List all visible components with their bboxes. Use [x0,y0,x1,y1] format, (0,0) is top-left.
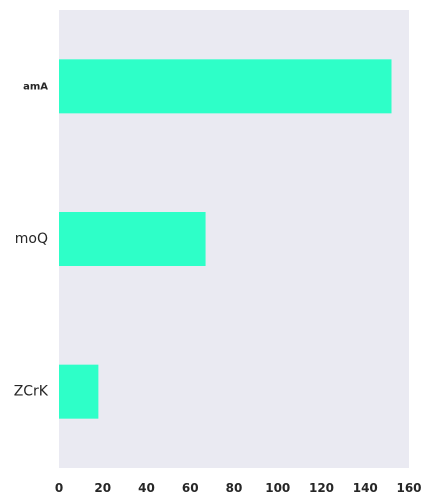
x-tick-label: 140 [353,481,378,495]
x-tick-label: 80 [226,481,243,495]
y-tick-label: amA [23,81,48,92]
bar-moQ [59,212,206,266]
x-tick-label: 160 [396,481,421,495]
x-tick-label: 0 [55,481,63,495]
x-axis-tick-labels: 0 20 40 60 80 100 120 140 160 [55,481,422,495]
y-tick-label: moQ [15,231,48,247]
bar-amA [59,59,392,114]
bars-group [59,59,392,419]
x-tick-label: 40 [138,481,155,495]
x-tick-label: 20 [94,481,111,495]
y-tick-label: ZCrK [14,384,49,400]
x-tick-label: 60 [182,481,199,495]
y-axis-tick-labels: amA moQ ZCrK [14,81,49,399]
x-tick-label: 100 [265,481,290,495]
bar-ZCrK [59,364,99,419]
x-tick-label: 120 [309,481,334,495]
